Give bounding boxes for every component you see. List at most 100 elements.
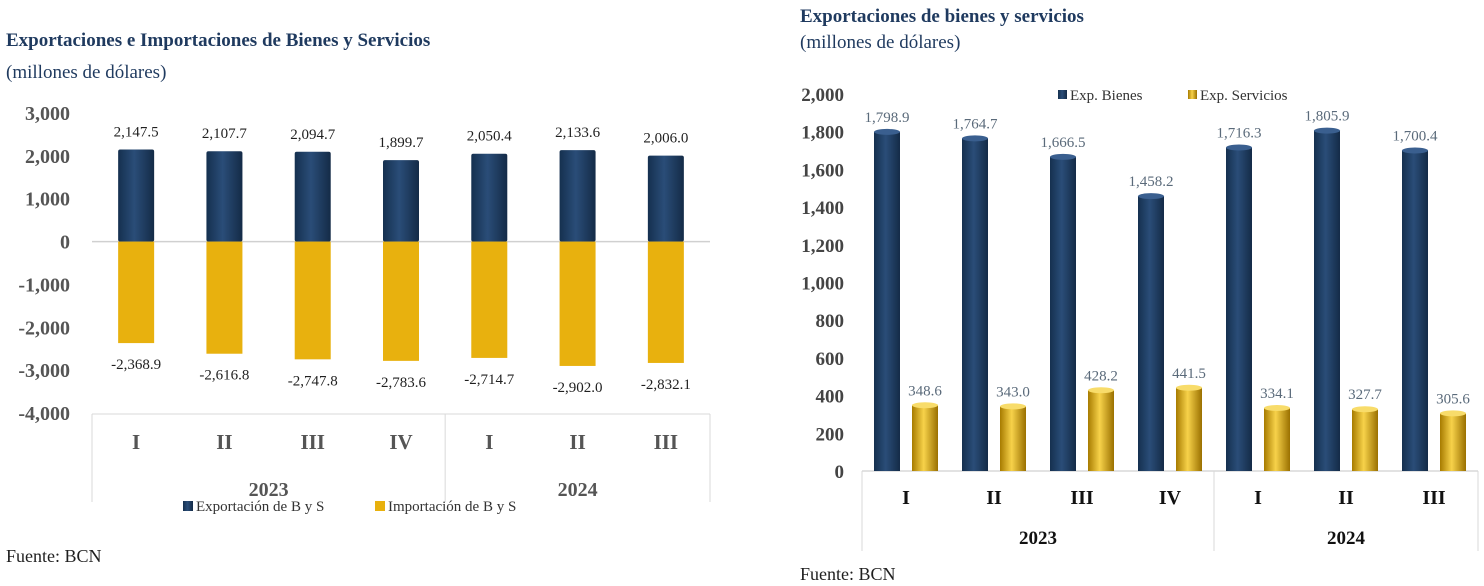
chart1-y-tick: -1,000 — [18, 274, 70, 296]
chart2-bar-services-cap — [912, 402, 938, 409]
chart1-bar-export — [471, 153, 508, 242]
chart2-data-label: 1,764.7 — [953, 116, 999, 132]
chart2-legend-swatch — [1058, 90, 1067, 99]
chart2-y-tick: 0 — [835, 462, 845, 483]
chart1-data-label: 2,147.5 — [114, 125, 159, 141]
chart2-data-label: 348.6 — [908, 383, 942, 399]
chart2-source: Fuente: BCN — [800, 564, 896, 584]
chart2-legend-label: Exp. Bienes — [1070, 88, 1143, 104]
chart1-legend-label: Exportación de B y S — [196, 499, 324, 515]
chart1-data-label: 2,107.7 — [202, 126, 248, 142]
chart1-bar-export — [559, 150, 596, 242]
chart2-bar-goods — [1402, 150, 1428, 471]
chart1-y-tick: 1,000 — [25, 189, 70, 211]
chart1-bar-export — [647, 155, 684, 242]
chart2-data-label: 1,458.2 — [1129, 174, 1174, 190]
chart2-data-label: 305.6 — [1436, 391, 1470, 407]
chart2-data-label: 428.2 — [1084, 368, 1118, 384]
chart1-bar-import — [294, 241, 331, 360]
chart1-year-label: 2024 — [558, 479, 598, 501]
chart1-legend: Exportación de B y S Importación de B y S — [183, 499, 516, 515]
chart2-x-tick: II — [1338, 487, 1354, 509]
chart1-data-label: -2,747.8 — [288, 373, 338, 389]
chart1-source: Fuente: BCN — [6, 546, 102, 566]
chart1-bar-export — [206, 151, 243, 242]
chart2-x-tick: III — [1070, 487, 1094, 509]
chart1-data-label: 2,050.4 — [467, 129, 513, 145]
chart2-bar-services-cap — [1352, 406, 1378, 413]
chart1-data-label: 1,899.7 — [379, 135, 425, 151]
chart1-data-label: -2,832.1 — [641, 377, 691, 393]
chart2-bar-services — [1440, 413, 1466, 471]
chart1-data-label: 2,133.6 — [555, 125, 601, 141]
chart-exports-imports: Exportaciones e Importaciones de Bienes … — [6, 30, 711, 566]
chart2-x-tick: II — [986, 487, 1002, 509]
chart1-x-tick: III — [300, 430, 325, 454]
chart1-bar-import — [206, 241, 243, 354]
chart1-data-label: -2,368.9 — [111, 357, 161, 373]
chart2-bar-goods — [874, 131, 900, 471]
chart1-bar-import — [383, 241, 419, 361]
chart2-data-label: 1,716.3 — [1217, 125, 1262, 141]
chart1-bar-import — [471, 241, 508, 358]
chart2-bar-services-cap — [1264, 405, 1290, 412]
chart1-bar-import — [647, 241, 684, 363]
chart1-x-tick: II — [216, 430, 232, 454]
chart2-data-label: 441.5 — [1172, 366, 1206, 382]
chart1-title: Exportaciones e Importaciones de Bienes … — [6, 30, 430, 51]
chart2-legend: Exp. Bienes Exp. Servicios — [1058, 88, 1288, 104]
chart1-bar-export — [383, 160, 419, 242]
chart1-bar-export — [294, 151, 331, 242]
chart2-bar-goods-cap — [1050, 153, 1076, 160]
chart2-y-tick: 800 — [816, 311, 845, 332]
chart1-y-tick: -4,000 — [18, 403, 70, 425]
chart2-bar-services-cap — [1000, 403, 1026, 410]
chart1-x-tick: IV — [389, 430, 412, 454]
chart2-x-tick: IV — [1159, 487, 1182, 509]
chart2-bar-goods-cap — [1138, 193, 1164, 200]
chart1-x-tick: I — [485, 430, 493, 454]
chart2-x-tick: I — [1254, 487, 1262, 509]
chart2-y-tick: 200 — [816, 424, 845, 445]
chart1-x-tick: I — [132, 430, 140, 454]
chart1-legend-swatch — [183, 501, 193, 511]
chart2-bar-services-cap — [1176, 384, 1202, 391]
chart1-data-labels: 2,147.5 2,107.7 2,094.7 1,899.7 2,050.4 2,133… — [111, 125, 691, 396]
chart1-y-tick: 2,000 — [25, 146, 70, 168]
chart2-bar-goods — [1138, 196, 1164, 471]
chart2-data-label: 1,666.5 — [1041, 135, 1086, 151]
chart1-y-tick: -3,000 — [18, 360, 70, 382]
chart2-data-label: 334.1 — [1260, 386, 1294, 402]
chart2-bar-goods — [1050, 156, 1076, 471]
chart2-data-label: 327.7 — [1348, 387, 1382, 403]
chart1-data-label: -2,714.7 — [464, 372, 514, 388]
chart2-year-label: 2023 — [1019, 528, 1057, 549]
chart2-bar-goods-cap — [962, 135, 988, 142]
chart1-bars — [118, 149, 684, 366]
chart2-y-tick: 1,200 — [801, 236, 844, 257]
chart2-y-tick: 1,000 — [801, 274, 844, 295]
chart2-data-labels: 1,798.9 1,764.7 1,666.5 1,458.2 1,716.3 1,805… — [865, 109, 1471, 408]
chart1-data-label: -2,783.6 — [376, 375, 426, 391]
chart2-bar-goods-cap — [874, 128, 900, 135]
chart2-x-tick: I — [902, 487, 910, 509]
chart1-subtitle: (millones de dólares) — [6, 62, 166, 83]
chart2-bar-services — [1176, 387, 1202, 471]
chart2-bar-services-cap — [1088, 387, 1114, 394]
chart2-bar-goods-cap — [1402, 147, 1428, 154]
chart1-legend-label: Importación de B y S — [388, 499, 516, 515]
chart2-title: Exportaciones de bienes y servicios — [800, 6, 1084, 27]
chart-exports-goods-services: Exportaciones de bienes y servicios (mil… — [800, 6, 1479, 584]
chart2-bar-services-cap — [1440, 410, 1466, 417]
chart2-y-tick: 600 — [816, 349, 845, 370]
chart1-y-tick: -2,000 — [18, 317, 70, 339]
chart1-bar-import — [559, 241, 596, 366]
chart2-data-label: 1,700.4 — [1393, 128, 1439, 144]
chart1-data-label: -2,616.8 — [199, 368, 249, 384]
chart2-data-label: 343.0 — [996, 384, 1030, 400]
chart2-bar-goods — [962, 138, 988, 471]
chart1-y-tick: 0 — [60, 232, 70, 254]
chart2-bars — [874, 127, 1466, 472]
chart1-data-label: -2,902.0 — [553, 380, 603, 396]
